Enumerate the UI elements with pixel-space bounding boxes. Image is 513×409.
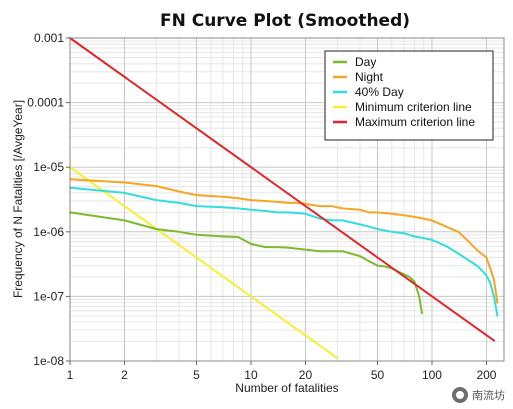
series-line-maximum-criterion-line	[69, 37, 495, 342]
watermark-text: 南流坊	[472, 389, 505, 402]
chart-title: FN Curve Plot (Smoothed)	[160, 11, 410, 31]
y-tick-label: 1e-06	[33, 225, 64, 239]
y-axis-label: Frequency of N Fatalities [/AvgeYear]	[11, 100, 25, 298]
x-axis-label: Number of fatalities	[235, 381, 338, 395]
legend-label: Minimum criterion line	[355, 100, 472, 114]
series-line-40-day	[69, 186, 499, 317]
y-tick-label: 0.0001	[27, 96, 64, 110]
y-tick-label: 1e-05	[33, 160, 64, 174]
legend-label: Day	[355, 55, 376, 69]
x-tick-label: 20	[299, 368, 313, 382]
y-tick-label: 1e-08	[33, 354, 64, 368]
legend-label: Maximum criterion line	[355, 115, 475, 129]
x-tick-label: 1	[67, 368, 74, 382]
watermark: 南流坊	[452, 387, 505, 403]
series-line-night	[69, 178, 499, 304]
x-axis-ticks: 1 2 5 10 20 50 100 200	[67, 361, 497, 382]
y-tick-label: 1e-07	[33, 289, 64, 303]
legend-box	[324, 50, 494, 141]
series-line-minimum-criterion-line	[69, 166, 339, 360]
x-tick-label: 100	[422, 368, 442, 382]
x-tick-label: 5	[193, 368, 200, 382]
x-tick-label: 200	[476, 368, 496, 382]
legend-label: 40% Day	[355, 85, 404, 99]
x-tick-label: 10	[244, 368, 258, 382]
y-axis-ticks: 1e-08 1e-07 1e-06 1e-05 0.0001 0.001	[27, 31, 70, 368]
series-line-day	[69, 211, 423, 315]
plot-border	[69, 37, 505, 362]
series-layer	[69, 37, 499, 360]
x-tick-label: 50	[371, 368, 385, 382]
legend-label: Night	[355, 70, 384, 84]
y-tick-label: 0.001	[34, 31, 64, 45]
wechat-logo-icon	[452, 387, 468, 403]
x-tick-label: 2	[121, 368, 128, 382]
